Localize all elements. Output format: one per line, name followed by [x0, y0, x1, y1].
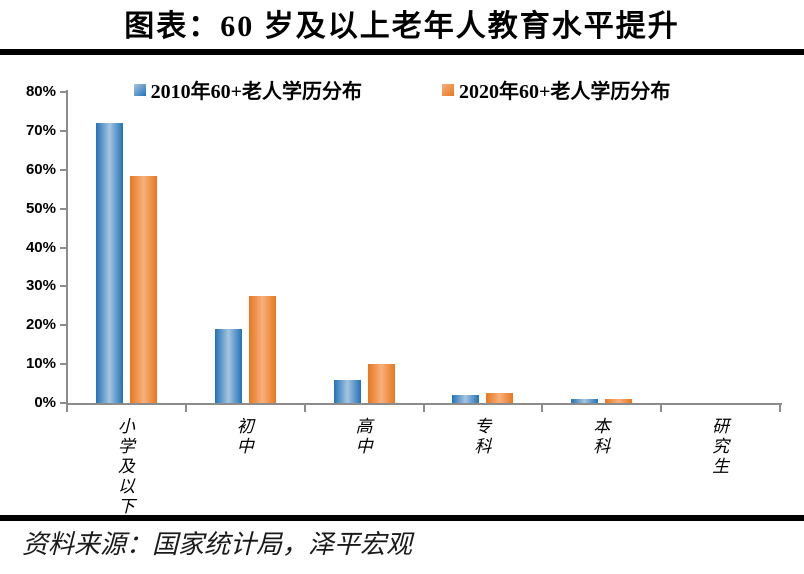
y-tick-label: 30% [6, 277, 56, 295]
source-note: 资料来源：国家统计局，泽平宏观 [22, 524, 782, 561]
bar-2020-小学及以下 [130, 176, 157, 403]
y-tick-label: 10% [6, 355, 56, 373]
legend-item-2020: 2020年60+老人学历分布 [442, 75, 670, 104]
legend-label-2020: 2020年60+老人学历分布 [459, 75, 670, 104]
legend-item-2010: 2010年60+老人学历分布 [134, 75, 362, 104]
legend-swatch-2010 [134, 84, 146, 96]
y-axis-tick [60, 169, 67, 171]
y-axis-tick [60, 208, 67, 210]
x-axis-tick [185, 405, 187, 412]
bottom-divider [0, 515, 804, 521]
y-tick-label: 80% [6, 83, 56, 101]
legend-label-2010: 2010年60+老人学历分布 [151, 75, 362, 104]
figure: 图表：60 岁及以上老年人教育水平提升 2010年60+老人学历分布 2020年… [0, 0, 804, 574]
y-tick-label: 0% [6, 394, 56, 412]
bar-2020-初中 [249, 296, 276, 403]
x-category-label: 专科 [472, 417, 494, 457]
bar-2020-专科 [486, 393, 513, 403]
legend: 2010年60+老人学历分布 2020年60+老人学历分布 [0, 75, 804, 104]
x-axis-tick [304, 405, 306, 412]
x-axis-tick [423, 405, 425, 412]
x-category-label: 本科 [591, 417, 613, 457]
y-tick-label: 40% [6, 239, 56, 257]
y-axis-tick [60, 402, 67, 404]
x-category-label: 小学及以下 [115, 417, 137, 517]
y-axis-tick [60, 130, 67, 132]
x-axis-tick [779, 405, 781, 412]
bar-2010-高中 [334, 380, 361, 403]
y-axis-tick [60, 285, 67, 287]
x-axis-tick [66, 405, 68, 412]
bar-2010-本科 [571, 399, 598, 403]
x-category-label: 高中 [353, 417, 375, 457]
y-axis-tick [60, 91, 67, 93]
y-axis-tick [60, 363, 67, 365]
bar-2010-专科 [452, 395, 479, 403]
x-category-label: 研究生 [710, 417, 732, 477]
y-tick-label: 60% [6, 161, 56, 179]
y-tick-label: 20% [6, 316, 56, 334]
y-tick-label: 70% [6, 122, 56, 140]
x-axis-tick [660, 405, 662, 412]
page-title: 图表：60 岁及以上老年人教育水平提升 [0, 0, 804, 47]
y-axis-tick [60, 324, 67, 326]
x-axis-tick [541, 405, 543, 412]
x-category-label: 初中 [234, 417, 256, 457]
y-tick-label: 50% [6, 200, 56, 218]
legend-swatch-2020 [442, 84, 454, 96]
y-axis-tick [60, 247, 67, 249]
bar-2020-本科 [605, 399, 632, 403]
bar-2010-小学及以下 [96, 123, 123, 403]
bar-2010-初中 [215, 329, 242, 403]
bar-chart: 2010年60+老人学历分布 2020年60+老人学历分布 0% 10% 20% 30… [0, 55, 804, 515]
bar-2020-高中 [368, 364, 395, 403]
